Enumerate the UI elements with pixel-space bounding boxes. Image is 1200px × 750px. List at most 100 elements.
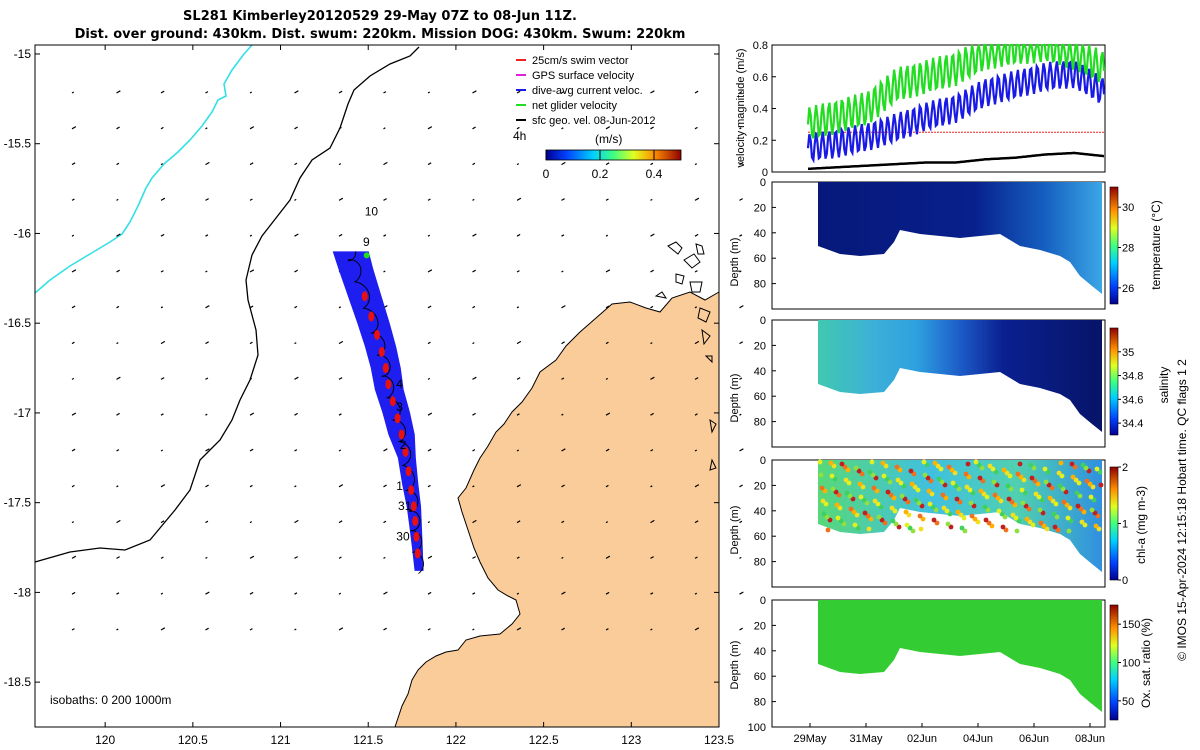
chla-dot (832, 476, 838, 482)
map-x-tick: 123.5 (704, 733, 734, 747)
chla-dot (844, 490, 850, 496)
colorbar-tick: 2 (1122, 462, 1128, 474)
chla-dot (1014, 528, 1020, 534)
chla-dot (969, 513, 975, 519)
depth-tick: 0 (760, 177, 766, 189)
chart-title-line2: Dist. over ground: 430km. Dist. swum: 22… (74, 27, 686, 42)
chla-dot (917, 513, 923, 519)
chla-dot (890, 518, 896, 524)
land-area (394, 291, 720, 728)
map-panel: 120 120.5 121 121.5 122 122.5 123 123.5 -15-15.… (4, 44, 744, 747)
velocity-tick: 0.6 (753, 72, 768, 84)
velocity-tick: 0.4 (753, 104, 768, 116)
islands (654, 241, 717, 471)
chla-dot (927, 501, 933, 507)
chla-dot (949, 467, 955, 473)
chla-dot (857, 481, 863, 487)
chla-dot (1077, 493, 1083, 499)
isobath-1000m (34, 46, 420, 563)
current-mark (361, 291, 368, 302)
chla-dot (1095, 513, 1101, 519)
depth-tick: 60 (754, 253, 766, 265)
chla-dot (1006, 496, 1012, 502)
chla-dot (939, 479, 945, 485)
chla-dot (902, 496, 908, 502)
chla-dot (1053, 501, 1059, 507)
chla-dot (845, 467, 851, 473)
day-labels: 10 9 4 3 2 1 31 30 (363, 205, 412, 544)
day-label: 3 (396, 400, 403, 414)
chla-dot (1057, 483, 1063, 489)
chla-dot (882, 520, 888, 526)
chla-dot (1051, 511, 1057, 517)
colorbar-label: (m/s) (595, 132, 622, 146)
chla-dot (861, 497, 867, 503)
chla-dot (830, 486, 836, 492)
chla-dot (1019, 487, 1025, 493)
chla-dot (921, 459, 927, 465)
map-y-tick: -17.5 (4, 496, 32, 510)
current-mark (402, 446, 409, 457)
chla-dot (1049, 485, 1055, 491)
chla-dot (980, 478, 986, 484)
time-tick: 29May (793, 733, 827, 745)
chla-dot (1079, 519, 1085, 525)
chla-dot (1061, 499, 1067, 505)
chla-label: chl-a (mg m-3) (1134, 486, 1148, 564)
chla-dot (1098, 482, 1104, 488)
depth-tick: 60 (754, 391, 766, 403)
chla-dot (1050, 498, 1056, 504)
chla-dot (1094, 466, 1100, 472)
chla-dot (1000, 524, 1006, 530)
chla-dot (935, 463, 941, 469)
chla-dot (978, 488, 984, 494)
chla-dot (911, 471, 917, 477)
chla-dot (1096, 526, 1102, 532)
chla-dot (873, 475, 879, 481)
chla-dot (977, 475, 983, 481)
chla-dot (942, 482, 948, 488)
chla-dot (818, 472, 824, 478)
chla-dot (1083, 465, 1089, 471)
chla-dot (986, 520, 992, 526)
chla-dot (893, 521, 899, 527)
colorbar-tick: 0 (1122, 575, 1128, 587)
chla-dot (931, 517, 937, 523)
chla-dot (936, 476, 942, 482)
chla-dot (922, 472, 928, 478)
start-marker (363, 252, 370, 259)
map-y-tick-labels: -15 -15.5 -16 -16.5 -17 -17.5 -18 -18.5 (4, 47, 719, 689)
chla-dot (1026, 506, 1032, 512)
velocity-series (806, 60, 1106, 164)
current-mark (378, 346, 385, 357)
chla-dot (945, 521, 951, 527)
oxygen-label: Ox. sat. ratio (%) (1139, 618, 1153, 708)
chla-dot (1074, 490, 1080, 496)
chla-dot (1056, 470, 1062, 476)
chla-dot (1024, 516, 1030, 522)
chla-dot (888, 492, 894, 498)
time-tick: 08Jun (1075, 733, 1105, 745)
salinity-label: salinity (1157, 367, 1171, 404)
chla-dot (967, 487, 973, 493)
chla-dot (831, 463, 837, 469)
chla-dot (920, 516, 926, 522)
chla-dot (834, 502, 840, 508)
chla-dot (930, 504, 936, 510)
chla-dot (1037, 507, 1043, 513)
chla-dot (1044, 526, 1050, 532)
chla-dot (850, 496, 856, 502)
legend-item: GPS surface velocity (532, 70, 635, 82)
colorbar-tick: 34.6 (1122, 394, 1143, 406)
chla-dot (924, 462, 930, 468)
chla-dot (1023, 503, 1029, 509)
chla-dot (1042, 466, 1048, 472)
time-tick: 06Jun (1019, 733, 1049, 745)
current-mark (414, 548, 421, 559)
chla-dot (954, 496, 960, 502)
current-mark (412, 516, 419, 527)
chla-dot (856, 468, 862, 474)
chla-dot (976, 462, 982, 468)
chla-dot (1072, 464, 1078, 470)
depth-tick: 20 (754, 202, 766, 214)
